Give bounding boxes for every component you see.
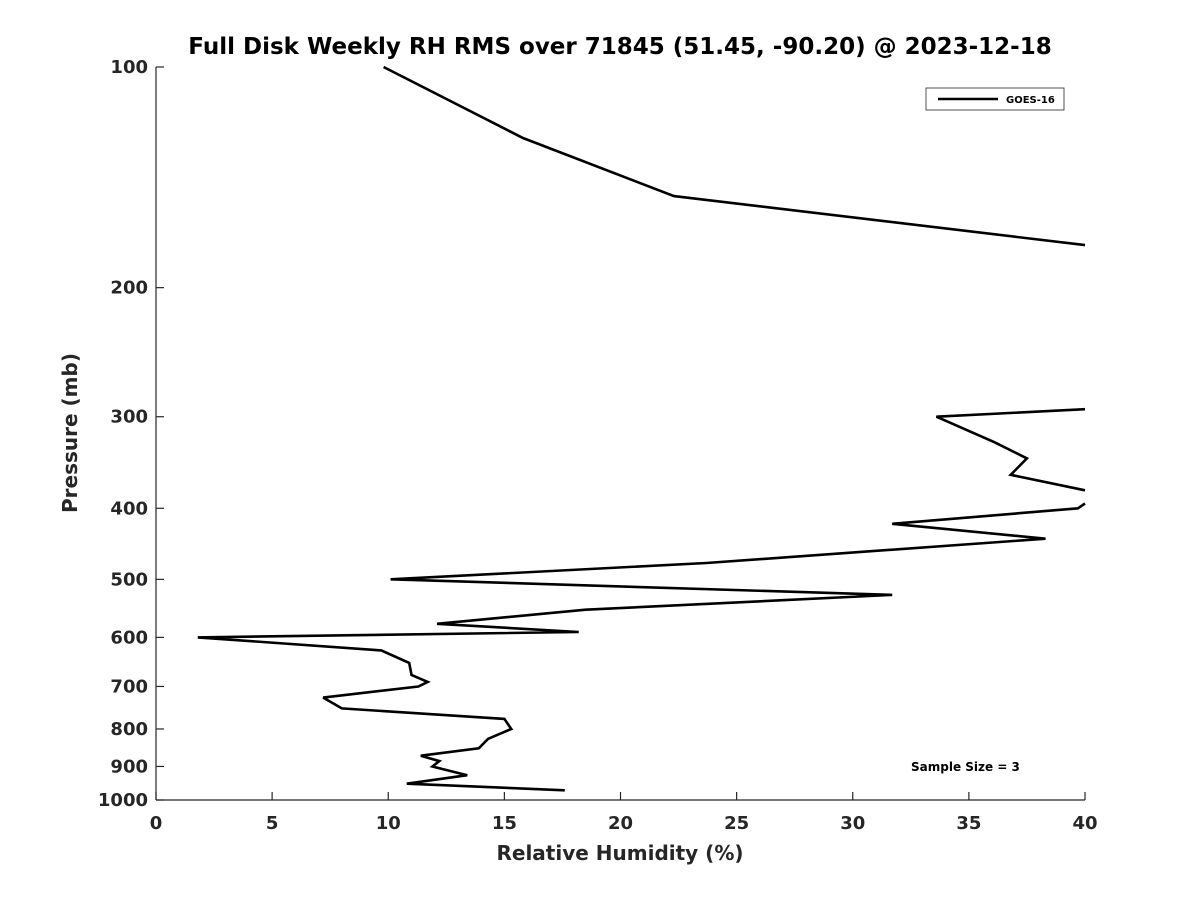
- x-tick-label: 40: [1072, 813, 1097, 834]
- legend-label-goes-16: GOES-16: [1006, 95, 1055, 106]
- y-tick-label: 300: [110, 407, 148, 428]
- y-tick-label: 800: [110, 719, 148, 740]
- y-axis-ticks: 100 200 300 400 500 600 700 800 900 1000: [98, 57, 164, 811]
- x-tick-label: 10: [376, 813, 401, 834]
- y-axis-label: Pressure (mb): [58, 353, 82, 513]
- y-tick-label: 100: [110, 57, 148, 78]
- y-tick-label: 600: [110, 627, 148, 648]
- y-tick-label: 700: [110, 676, 148, 697]
- x-axis-ticks: 0 5 10 15 20 25 30 35 40: [150, 792, 1098, 834]
- x-axis-label: Relative Humidity (%): [496, 841, 743, 865]
- y-tick-label: 900: [110, 756, 148, 777]
- x-tick-label: 30: [840, 813, 865, 834]
- y-tick-label: 400: [110, 498, 148, 519]
- chart-title: Full Disk Weekly RH RMS over 71845 (51.4…: [188, 34, 1051, 60]
- series-line-goes-16-segment-2: [935, 407, 1086, 492]
- y-tick-label: 500: [110, 569, 148, 590]
- x-tick-label: 0: [150, 813, 163, 834]
- legend: GOES-16: [925, 87, 1065, 111]
- series-line-goes-16-segment-3: [197, 502, 1086, 792]
- x-tick-label: 15: [492, 813, 517, 834]
- x-tick-label: 20: [608, 813, 633, 834]
- series-line-goes-16-segment-1: [383, 65, 1086, 247]
- x-tick-label: 35: [956, 813, 981, 834]
- sample-size-annotation: Sample Size = 3: [911, 760, 1020, 774]
- y-tick-label: 200: [110, 278, 148, 299]
- y-tick-label: 1000: [98, 790, 148, 811]
- x-tick-label: 25: [724, 813, 749, 834]
- x-tick-label: 5: [266, 813, 279, 834]
- series-layer: [197, 65, 1086, 792]
